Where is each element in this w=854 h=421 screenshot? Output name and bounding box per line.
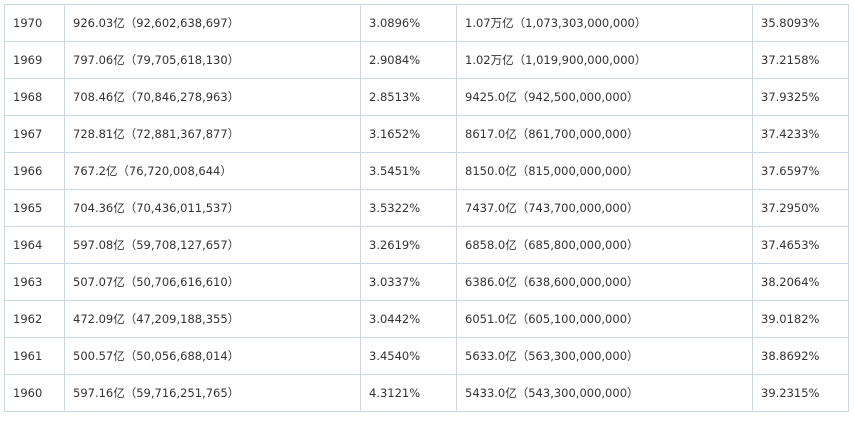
percent-cell: 3.5322% [360,189,457,227]
percent-cell: 3.0337% [360,263,457,301]
table-row: 1961 500.57亿（50,056,688,014） 3.4540% 5633.0… [4,337,849,375]
value-cell: 5633.0亿（563,300,000,000） [456,337,753,375]
value-cell: 6386.0亿（638,600,000,000） [456,263,753,301]
percent-cell: 39.2315% [752,374,849,412]
value-cell: 767.2亿（76,720,008,644） [64,152,361,190]
percent-cell: 3.0442% [360,300,457,338]
percent-cell: 4.3121% [360,374,457,412]
table-row: 1969 797.06亿（79,705,618,130） 2.9084% 1.02万亿… [4,41,849,79]
percent-cell: 35.8093% [752,4,849,42]
year-cell: 1961 [4,337,65,375]
year-cell: 1970 [4,4,65,42]
percent-cell: 3.2619% [360,226,457,264]
table-body: 1970 926.03亿（92,602,638,697） 3.0896% 1.07万亿… [4,4,849,412]
percent-cell: 3.5451% [360,152,457,190]
table-row: 1967 728.81亿（72,881,367,877） 3.1652% 8617.0… [4,115,849,153]
value-cell: 1.07万亿（1,073,303,000,000） [456,4,753,42]
year-cell: 1968 [4,78,65,116]
value-cell: 8150.0亿（815,000,000,000） [456,152,753,190]
percent-cell: 3.1652% [360,115,457,153]
percent-cell: 2.9084% [360,41,457,79]
table-container: 1970 926.03亿（92,602,638,697） 3.0896% 1.07万亿… [4,4,849,412]
percent-cell: 38.2064% [752,263,849,301]
table-row: 1963 507.07亿（50,706,616,610） 3.0337% 6386.0… [4,263,849,301]
percent-cell: 37.6597% [752,152,849,190]
percent-cell: 39.0182% [752,300,849,338]
percent-cell: 37.4233% [752,115,849,153]
year-cell: 1964 [4,226,65,264]
table-row: 1964 597.08亿（59,708,127,657） 3.2619% 6858.0… [4,226,849,264]
value-cell: 8617.0亿（861,700,000,000） [456,115,753,153]
value-cell: 472.09亿（47,209,188,355） [64,300,361,338]
percent-cell: 38.8692% [752,337,849,375]
value-cell: 500.57亿（50,056,688,014） [64,337,361,375]
year-cell: 1962 [4,300,65,338]
percent-cell: 3.4540% [360,337,457,375]
percent-cell: 37.4653% [752,226,849,264]
table-row: 1966 767.2亿（76,720,008,644） 3.5451% 8150.0亿… [4,152,849,190]
value-cell: 597.16亿（59,716,251,765） [64,374,361,412]
percent-cell: 37.2950% [752,189,849,227]
percent-cell: 3.0896% [360,4,457,42]
data-table: 1970 926.03亿（92,602,638,697） 3.0896% 1.07万亿… [4,4,849,412]
value-cell: 704.36亿（70,436,011,537） [64,189,361,227]
value-cell: 507.07亿（50,706,616,610） [64,263,361,301]
value-cell: 597.08亿（59,708,127,657） [64,226,361,264]
value-cell: 708.46亿（70,846,278,963） [64,78,361,116]
year-cell: 1969 [4,41,65,79]
value-cell: 728.81亿（72,881,367,877） [64,115,361,153]
value-cell: 797.06亿（79,705,618,130） [64,41,361,79]
table-row: 1962 472.09亿（47,209,188,355） 3.0442% 6051.0… [4,300,849,338]
value-cell: 1.02万亿（1,019,900,000,000） [456,41,753,79]
value-cell: 9425.0亿（942,500,000,000） [456,78,753,116]
percent-cell: 2.8513% [360,78,457,116]
value-cell: 7437.0亿（743,700,000,000） [456,189,753,227]
table-row: 1968 708.46亿（70,846,278,963） 2.8513% 9425.0… [4,78,849,116]
year-cell: 1965 [4,189,65,227]
value-cell: 6051.0亿（605,100,000,000） [456,300,753,338]
value-cell: 6858.0亿（685,800,000,000） [456,226,753,264]
table-row: 1965 704.36亿（70,436,011,537） 3.5322% 7437.0… [4,189,849,227]
table-row: 1960 597.16亿（59,716,251,765） 4.3121% 5433.0… [4,374,849,412]
table-row: 1970 926.03亿（92,602,638,697） 3.0896% 1.07万亿… [4,4,849,42]
year-cell: 1963 [4,263,65,301]
year-cell: 1966 [4,152,65,190]
percent-cell: 37.2158% [752,41,849,79]
year-cell: 1960 [4,374,65,412]
percent-cell: 37.9325% [752,78,849,116]
value-cell: 926.03亿（92,602,638,697） [64,4,361,42]
year-cell: 1967 [4,115,65,153]
value-cell: 5433.0亿（543,300,000,000） [456,374,753,412]
